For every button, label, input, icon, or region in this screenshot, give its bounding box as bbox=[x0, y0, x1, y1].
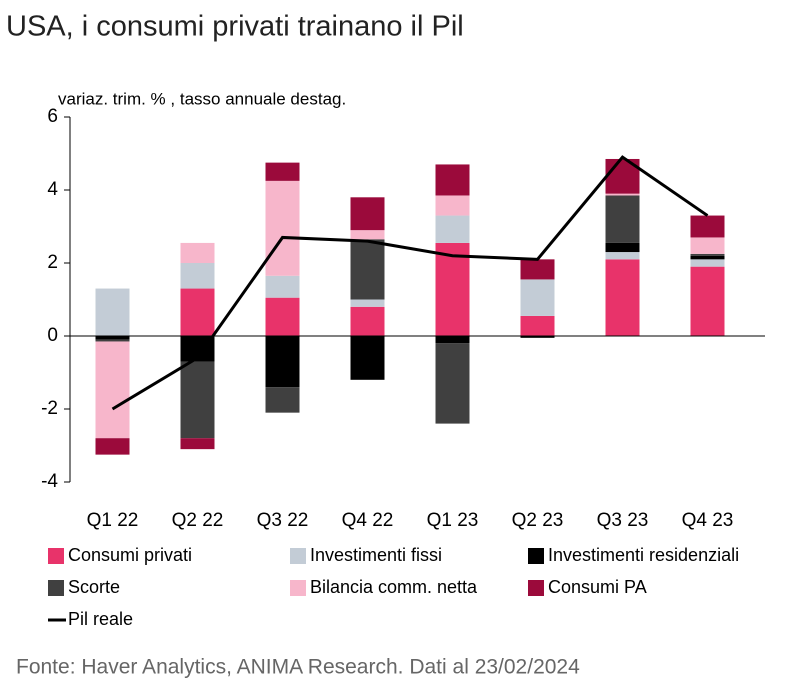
legend-label: Investimenti residenziali bbox=[548, 545, 739, 565]
bar-segment bbox=[180, 288, 215, 336]
bar-segment bbox=[95, 438, 130, 455]
bar-segment bbox=[605, 242, 640, 253]
bar-segment bbox=[435, 164, 470, 196]
bar-segment bbox=[350, 306, 385, 336]
bar-segment bbox=[265, 180, 300, 276]
bar-segment bbox=[690, 253, 725, 256]
bar-segment bbox=[605, 252, 640, 260]
bar-segment bbox=[350, 239, 385, 300]
bar-segment bbox=[265, 297, 300, 336]
bar-segment bbox=[690, 266, 725, 336]
y-axis-label: variaz. trim. % , tasso annuale destag. bbox=[58, 89, 346, 108]
bar-segment bbox=[520, 259, 555, 280]
bar-segment bbox=[350, 230, 385, 240]
bar-segment bbox=[180, 438, 215, 450]
legend-label: Bilancia comm. netta bbox=[310, 577, 478, 597]
y-tick-label: 2 bbox=[47, 252, 58, 273]
legend-label: Investimenti fissi bbox=[310, 545, 442, 565]
source: Fonte: Haver Analytics, ANIMA Research. … bbox=[16, 656, 580, 679]
bar-segment bbox=[95, 288, 130, 336]
bar-segment bbox=[350, 299, 385, 307]
bar-segment bbox=[435, 215, 470, 243]
y-tick-label: 4 bbox=[47, 179, 58, 200]
legend-swatch bbox=[528, 548, 544, 564]
bar-segment bbox=[690, 255, 725, 260]
legend-swatch bbox=[290, 580, 306, 596]
legend-label: Consumi privati bbox=[68, 545, 192, 565]
bar-segment bbox=[520, 315, 555, 336]
bar-segment bbox=[435, 242, 470, 336]
y-tick-label: 0 bbox=[47, 325, 58, 346]
legend-label: Scorte bbox=[68, 577, 120, 597]
x-tick-label: Q2 22 bbox=[172, 510, 224, 531]
legend-label: Consumi PA bbox=[548, 577, 647, 597]
x-tick-label: Q1 23 bbox=[427, 510, 479, 531]
x-tick-label: Q4 22 bbox=[342, 510, 394, 531]
bar-segment bbox=[690, 259, 725, 267]
bar-segment bbox=[180, 263, 215, 289]
bar-segment bbox=[265, 162, 300, 181]
x-tick-label: Q2 23 bbox=[512, 510, 564, 531]
bar-segment bbox=[605, 259, 640, 336]
bar-segment bbox=[95, 341, 130, 439]
bar-segment bbox=[265, 275, 300, 298]
bar-segment bbox=[690, 215, 725, 238]
x-tick-label: Q3 22 bbox=[257, 510, 309, 531]
x-tick-label: Q3 23 bbox=[597, 510, 649, 531]
y-tick-label: -2 bbox=[41, 398, 58, 419]
bar-segment bbox=[435, 195, 470, 216]
x-tick-label: Q4 23 bbox=[682, 510, 734, 531]
bar-segment bbox=[95, 339, 130, 342]
legend-swatch bbox=[528, 580, 544, 596]
legend-swatch bbox=[290, 548, 306, 564]
bar-segment bbox=[690, 237, 725, 254]
bar-segment bbox=[520, 336, 555, 338]
legend-swatch bbox=[48, 580, 64, 596]
legend-swatch bbox=[48, 548, 64, 564]
bar-segment bbox=[265, 336, 300, 388]
bar-segment bbox=[95, 336, 130, 340]
legend-label: Pil reale bbox=[68, 609, 133, 629]
bar-segment bbox=[435, 343, 470, 424]
bar-segment bbox=[350, 336, 385, 380]
bar-segment bbox=[265, 387, 300, 413]
y-tick-label: 6 bbox=[47, 106, 58, 127]
chart-title: USA, i consumi privati trainano il Pil bbox=[6, 11, 464, 43]
bar-segment bbox=[180, 361, 215, 439]
y-tick-label: -4 bbox=[41, 471, 58, 492]
x-tick-label: Q1 22 bbox=[87, 510, 139, 531]
bar-segment bbox=[520, 279, 555, 316]
bar-segment bbox=[350, 197, 385, 231]
line bbox=[111, 155, 709, 411]
bar-segment bbox=[605, 195, 640, 243]
bar-segment bbox=[180, 242, 215, 263]
bar-segment bbox=[435, 336, 470, 344]
bar-segment bbox=[605, 193, 640, 196]
